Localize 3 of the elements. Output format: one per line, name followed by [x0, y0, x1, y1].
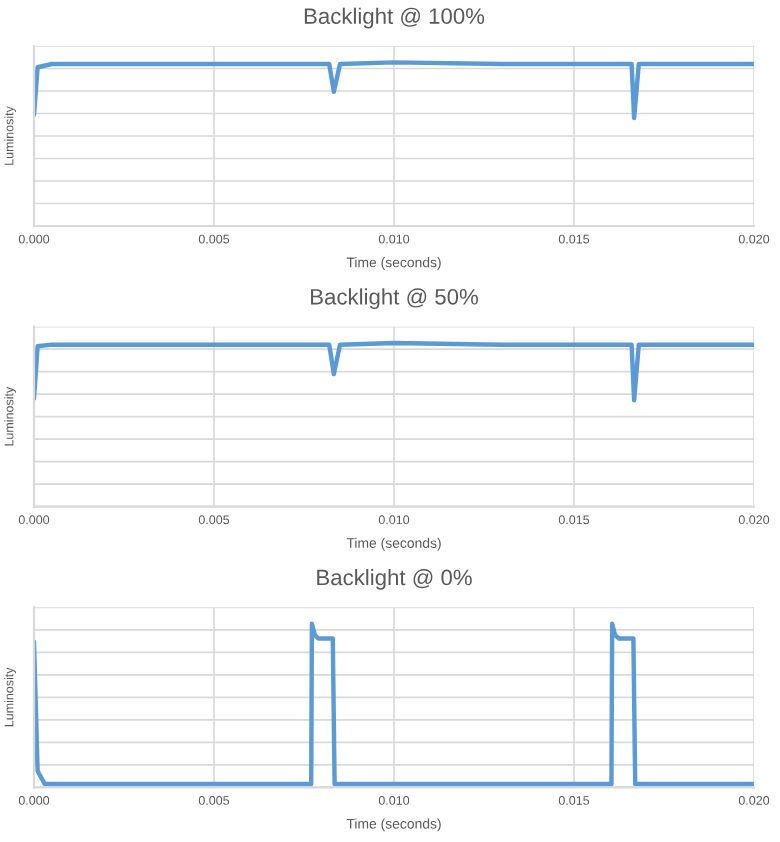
chart-title: Backlight @ 50%	[311, 288, 478, 310]
chart-title: Backlight @ 0%	[317, 569, 472, 590]
chart-title: Backlight @ 100%	[304, 7, 485, 29]
